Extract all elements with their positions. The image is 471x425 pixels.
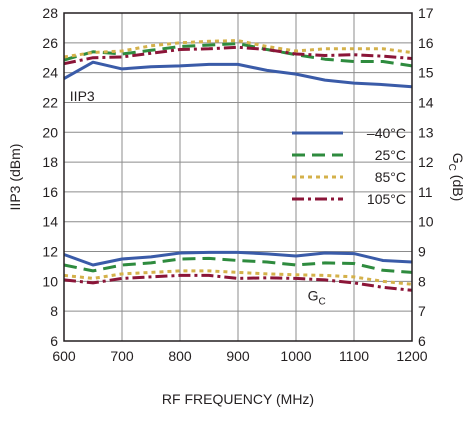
legend: –40°C 25°C 85°C 105°C [292, 125, 406, 207]
x-tick-label: 1000 [280, 348, 311, 364]
legend-label: 25°C [375, 147, 406, 163]
y-right-tick-label: 14 [418, 94, 434, 110]
y-left-tick-label: 18 [42, 154, 58, 170]
series-line-iip3-2 [63, 39, 413, 59]
series-line-gc-1 [63, 256, 413, 274]
y-left-tick-label: 26 [42, 35, 58, 51]
x-tick-label: 1200 [396, 348, 427, 364]
series-line-gc-0 [63, 250, 413, 267]
y-left-tick-label: 6 [50, 333, 58, 349]
y-left-tick-label: 22 [42, 94, 58, 110]
iip3-annotation: IIP3 [70, 88, 95, 104]
y-right-tick-label: 10 [418, 214, 434, 230]
gc-annotation-main: G [308, 288, 319, 304]
x-tick-label: 700 [110, 348, 134, 364]
y-right-title-sub: C [446, 164, 457, 171]
y-right-axis-title: GC (dB) [446, 153, 466, 201]
y-right-tick-label: 9 [418, 244, 426, 260]
y-left-tick-label: 12 [42, 244, 58, 260]
y-left-tick-label: 14 [42, 214, 58, 230]
y-left-tick-label: 10 [42, 273, 58, 289]
y-left-tick-label: 24 [42, 65, 58, 81]
y-left-tick-label: 20 [42, 124, 58, 140]
y-right-tick-label: 17 [418, 5, 434, 21]
tick-labels: 600 700 800 900 1000 1100 12006810121416182022… [42, 5, 433, 364]
y-right-tick-label: 11 [418, 184, 433, 200]
y-left-tick-label: 16 [42, 184, 58, 200]
legend-label: 85°C [375, 169, 406, 185]
y-right-title-main: G [450, 153, 466, 164]
y-left-tick-label: 8 [50, 303, 58, 319]
x-tick-label: 900 [226, 348, 250, 364]
y-right-tick-label: 6 [418, 333, 426, 349]
y-left-tick-label: 28 [42, 5, 58, 21]
legend-label: –40°C [367, 125, 406, 141]
grid [63, 12, 413, 342]
y-right-tick-label: 16 [418, 35, 434, 51]
series-line-gc-2 [63, 269, 413, 286]
x-axis-title: RF FREQUENCY (MHz) [162, 391, 314, 407]
series-line-iip3-0 [63, 60, 413, 89]
y-left-axis-title: IIP3 (dBm) [7, 144, 23, 211]
y-right-title-unit: (dB) [450, 171, 466, 201]
x-tick-label: 600 [52, 348, 76, 364]
x-tick-label: 800 [168, 348, 192, 364]
y-right-tick-label: 13 [418, 124, 434, 140]
legend-label: 105°C [367, 191, 406, 207]
gc-annotation: GC [308, 288, 326, 308]
y-right-tick-label: 7 [418, 303, 426, 319]
y-right-tick-label: 12 [418, 154, 434, 170]
gc-annotation-sub: C [318, 297, 325, 308]
series-layer [63, 39, 413, 292]
y-right-tick-label: 15 [418, 65, 434, 81]
y-right-tick-label: 8 [418, 273, 426, 289]
x-tick-label: 1100 [339, 348, 369, 364]
plot-frame [63, 12, 413, 342]
